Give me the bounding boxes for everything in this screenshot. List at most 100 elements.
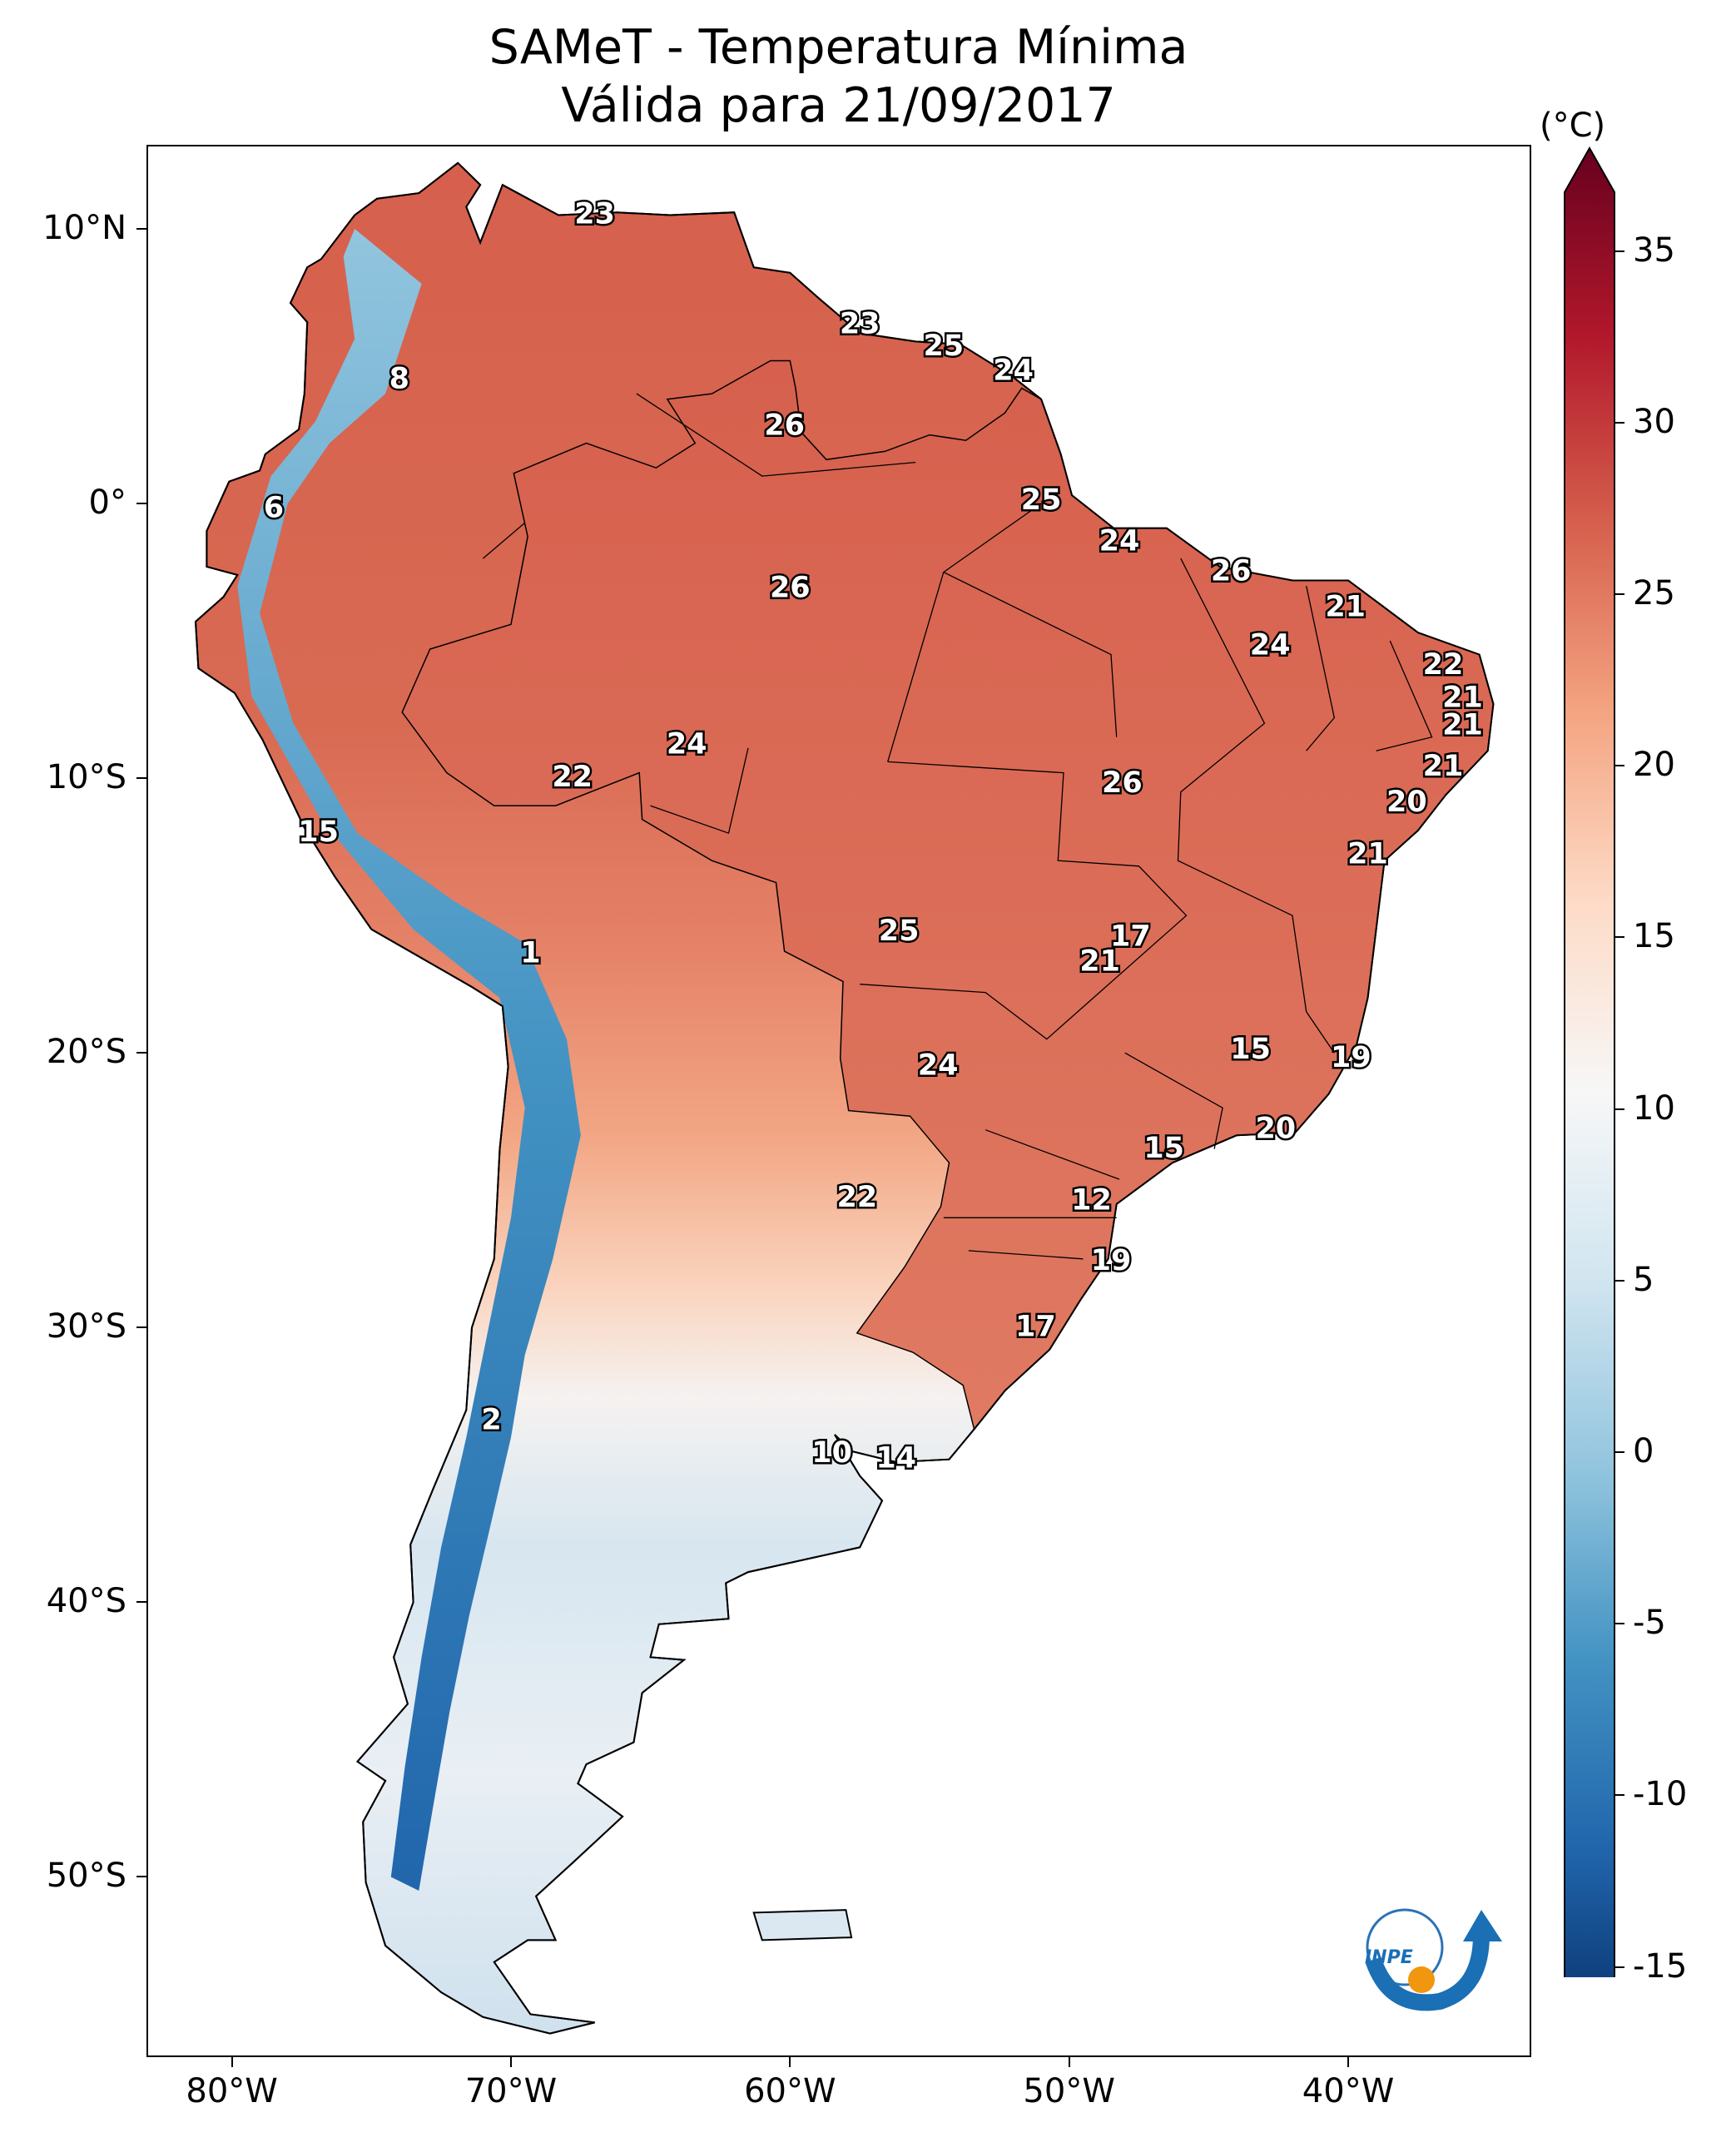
colorbar-unit: (°C) bbox=[1540, 107, 1606, 145]
station-temperature-label: 14 bbox=[875, 1442, 916, 1475]
border-line-0 bbox=[860, 761, 1188, 1040]
border-line-1 bbox=[650, 747, 749, 835]
map-panel: 23 8 6 23 25 24 26 25 24 26 26 21 24 22 21 21 21 20 21 24 22… bbox=[146, 145, 1531, 2057]
longitude-label: 60°W bbox=[744, 2072, 836, 2110]
station-temperature-label: 17 bbox=[1015, 1310, 1056, 1343]
station-temperature-label: 24 bbox=[1099, 524, 1140, 558]
station-temperature-label: 24 bbox=[918, 1049, 959, 1083]
colorbar-body bbox=[1564, 146, 1615, 1977]
colorbar bbox=[1564, 146, 1615, 1977]
map-title: SAMeT - Temperatura Mínima Válida para 2… bbox=[0, 18, 1677, 135]
latitude-label: 0° bbox=[88, 483, 126, 523]
colorbar-tick bbox=[1614, 1108, 1624, 1110]
station-temperature-label: 25 bbox=[879, 915, 920, 948]
station-temperature-label: 17 bbox=[1110, 920, 1151, 954]
colorbar-tick bbox=[1614, 1966, 1624, 1968]
latitude-tick bbox=[136, 503, 146, 505]
station-temperature-label: 21 bbox=[1442, 709, 1483, 742]
longitude-tick bbox=[1347, 2057, 1350, 2067]
station-temperature-label: 8 bbox=[389, 363, 409, 396]
colorbar-tick-label: 15 bbox=[1633, 917, 1675, 956]
station-temperature-label: 21 bbox=[1325, 591, 1366, 624]
latitude-label: 20°S bbox=[46, 1033, 126, 1072]
border-line-7 bbox=[1124, 1052, 1223, 1149]
colorbar-tick-label: 0 bbox=[1633, 1431, 1654, 1470]
border-line-11 bbox=[482, 522, 526, 559]
latitude-label: 10°S bbox=[46, 758, 126, 797]
longitude-label: 70°W bbox=[464, 2072, 558, 2110]
station-temperature-label: 20 bbox=[1255, 1113, 1296, 1146]
colorbar-tick bbox=[1614, 1279, 1624, 1282]
station-temperature-label: 24 bbox=[667, 728, 707, 761]
border-line-4 bbox=[1177, 558, 1335, 1054]
station-temperature-label: 26 bbox=[764, 409, 805, 443]
latitude-tick bbox=[136, 1326, 146, 1329]
colorbar-tick-label: -10 bbox=[1633, 1775, 1688, 1814]
latitude-label: 30°S bbox=[46, 1307, 126, 1346]
falklands-outline bbox=[752, 1909, 853, 1941]
temperature-map: 2386232524262524262621242221212120212422… bbox=[194, 161, 1495, 2035]
border-line-12 bbox=[636, 393, 916, 477]
border-line-6 bbox=[1376, 640, 1433, 751]
latitude-tick bbox=[136, 1601, 146, 1604]
station-temperature-label: 15 bbox=[1143, 1132, 1184, 1165]
station-temperature-label: 25 bbox=[1021, 483, 1062, 517]
map-title-line2: Válida para 21/09/2017 bbox=[561, 78, 1116, 133]
station-temperature-label: 22 bbox=[836, 1181, 877, 1214]
station-temperature-label: 19 bbox=[1331, 1041, 1371, 1074]
latitude-tick bbox=[136, 777, 146, 780]
station-temperature-label: 2 bbox=[481, 1404, 501, 1437]
colorbar-tick bbox=[1614, 593, 1624, 596]
station-temperature-label: 23 bbox=[840, 308, 880, 341]
longitude-tick bbox=[1068, 2057, 1070, 2067]
colorbar-tick bbox=[1614, 1794, 1624, 1797]
station-temperature-label: 21 bbox=[1079, 945, 1120, 978]
colorbar-tick bbox=[1614, 421, 1624, 424]
station-temperature-label: 24 bbox=[1250, 629, 1291, 662]
longitude-label: 40°W bbox=[1302, 2072, 1395, 2110]
colorbar-tick-label: 5 bbox=[1633, 1260, 1654, 1299]
coastline bbox=[194, 161, 1495, 2035]
station-labels: 2386232524262524262621242221212120212422… bbox=[261, 196, 1485, 1477]
station-temperature-label: 1 bbox=[520, 936, 540, 969]
station-temperature-label: 26 bbox=[1102, 766, 1143, 800]
station-temperature-label: 6 bbox=[264, 492, 284, 525]
border-line-5 bbox=[1306, 585, 1336, 751]
andes-cold-region bbox=[237, 229, 581, 1891]
longitude-label: 80°W bbox=[186, 2072, 278, 2110]
latitude-label: 50°S bbox=[46, 1857, 126, 1896]
map-title-line1: SAMeT - Temperatura Mínima bbox=[489, 20, 1188, 75]
station-temperature-label: 25 bbox=[923, 330, 964, 363]
colorbar-tick-label: 10 bbox=[1633, 1088, 1675, 1128]
colorbar-tick bbox=[1614, 250, 1624, 252]
longitude-label: 50°W bbox=[1023, 2072, 1115, 2110]
station-temperature-label: 26 bbox=[1211, 555, 1252, 588]
station-temperature-label: 20 bbox=[1386, 786, 1427, 819]
colorbar-tick-label: 25 bbox=[1633, 574, 1675, 613]
border-line-8 bbox=[985, 1129, 1120, 1180]
station-temperature-label: 19 bbox=[1091, 1244, 1132, 1277]
longitude-tick bbox=[789, 2057, 791, 2067]
colorbar-tick bbox=[1614, 936, 1624, 939]
colorbar-tick-label: -5 bbox=[1633, 1604, 1666, 1643]
border-line-3 bbox=[943, 572, 1118, 737]
station-temperature-label: 22 bbox=[552, 761, 593, 794]
station-temperature-label: 21 bbox=[1347, 838, 1388, 871]
land-layer bbox=[194, 161, 1495, 2035]
longitude-tick bbox=[231, 2057, 233, 2067]
station-temperature-label: 15 bbox=[298, 816, 339, 849]
station-temperature-label: 23 bbox=[574, 198, 615, 231]
latitude-tick bbox=[136, 1052, 146, 1054]
station-temperature-label: 24 bbox=[993, 355, 1034, 388]
station-temperature-label: 15 bbox=[1230, 1033, 1271, 1066]
latitude-tick bbox=[136, 228, 146, 231]
colorbar-tick-label: 35 bbox=[1633, 231, 1675, 270]
colorbar-tick-label: 20 bbox=[1633, 746, 1675, 785]
colorbar-tick bbox=[1614, 1623, 1624, 1625]
station-temperature-label: 10 bbox=[811, 1436, 852, 1470]
station-temperature-label: 21 bbox=[1442, 681, 1483, 714]
latitude-label: 40°S bbox=[46, 1582, 126, 1621]
station-temperature-label: 22 bbox=[1423, 648, 1464, 682]
colorbar-tick-label: -15 bbox=[1633, 1946, 1688, 1986]
svg-text:INPE: INPE bbox=[1365, 1947, 1413, 1968]
